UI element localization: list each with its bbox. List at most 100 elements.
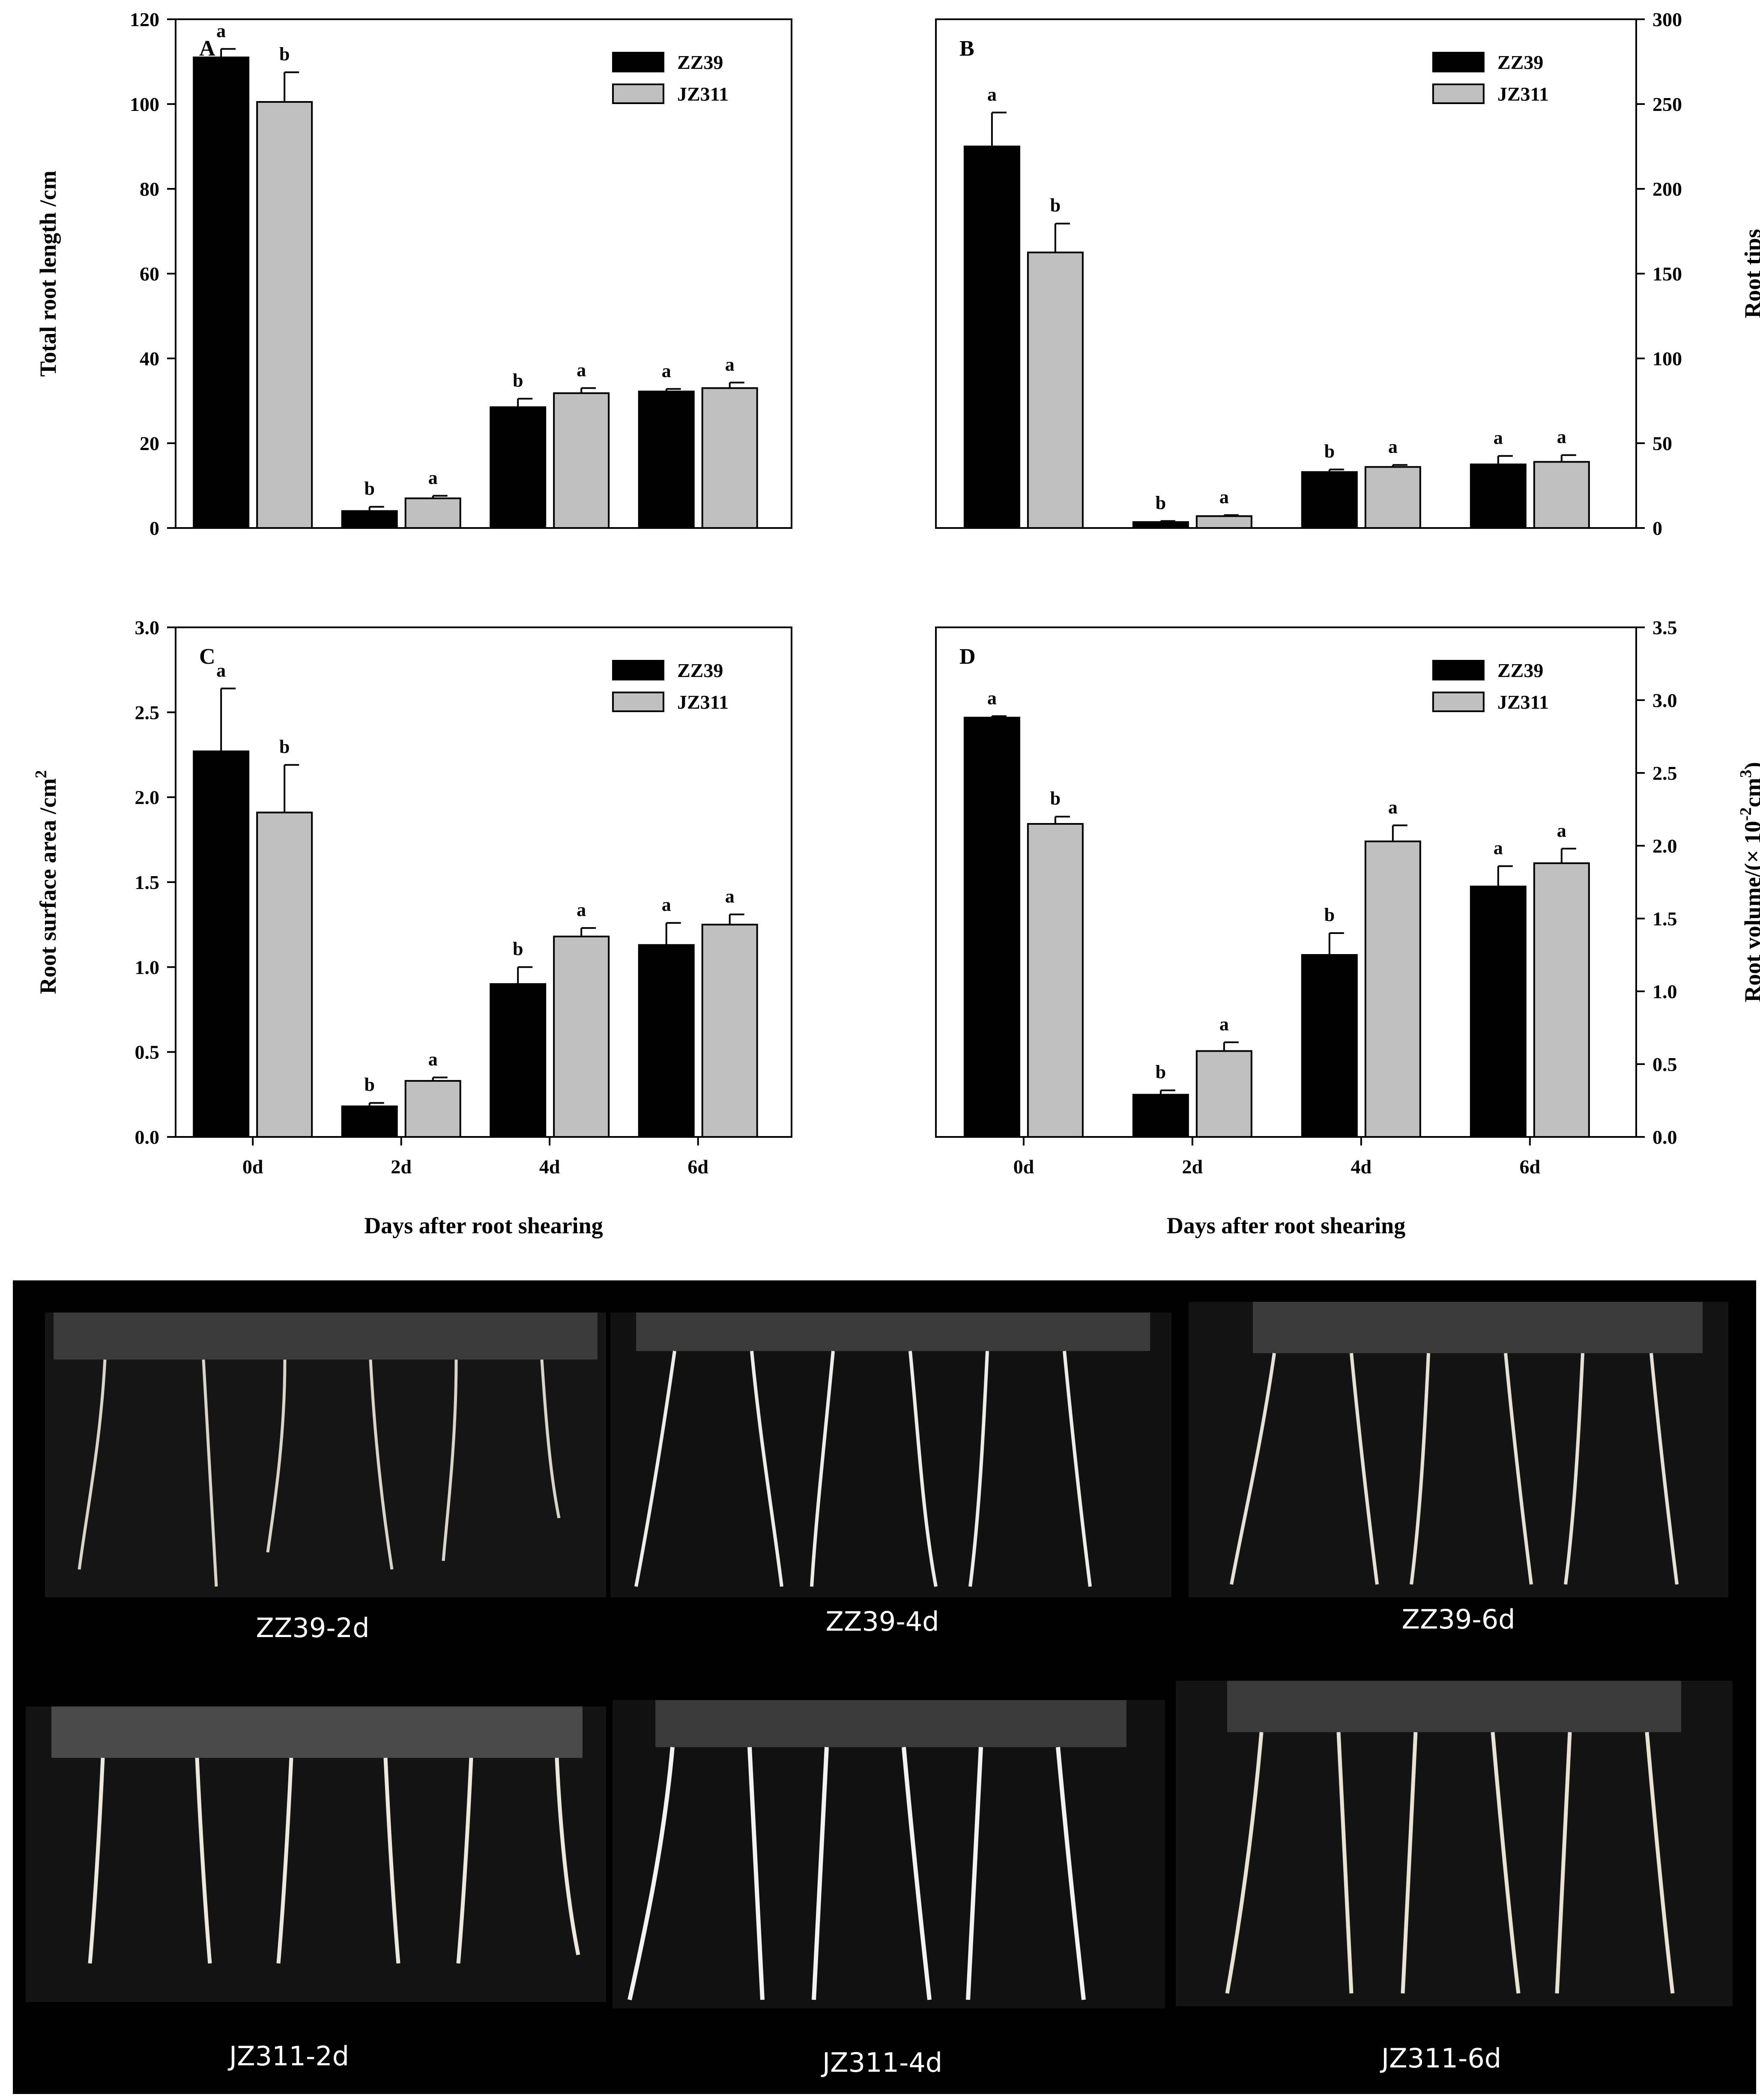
significance-letter: a	[662, 894, 671, 915]
significance-letter: a	[1219, 1014, 1229, 1035]
legend-label: JZ311	[677, 691, 729, 713]
bar-zz39-0d	[963, 146, 1020, 529]
x-tick-label: 0d	[1013, 1156, 1034, 1178]
x-tick-label: 4d	[539, 1156, 560, 1178]
chart-panel-c: C 0.0 0.5 1.0 1.5 2.0 2.5 3.0 Root surface area …	[32, 617, 792, 1238]
significance-letter: b	[1156, 1062, 1166, 1083]
bar-jz311-6d	[701, 924, 758, 1138]
y-axis-label: Root surface area /cm2	[32, 770, 61, 994]
bar-jz311-0d	[1027, 823, 1084, 1138]
legend-label: JZ311	[1497, 691, 1549, 713]
bar-jz311-4d	[1364, 840, 1421, 1138]
significance-letter: b	[1050, 195, 1061, 216]
bar-jz311-0d	[256, 811, 313, 1138]
y-tick-label: 250	[1652, 93, 1682, 115]
bar-jz311-0d	[256, 101, 313, 529]
significance-letter: b	[513, 370, 523, 391]
y-tick-label: 300	[1652, 9, 1682, 30]
bar-zz39-2d	[1132, 521, 1189, 529]
bar-zz39-4d	[1301, 471, 1358, 529]
bar-jz311-4d	[1364, 466, 1421, 529]
panel-letter: D	[959, 644, 976, 669]
bar-jz311-6d	[1533, 862, 1590, 1138]
bar-zz39-4d	[490, 983, 547, 1138]
y-axis-label: Root tips	[1740, 229, 1760, 319]
y-tick-label: 2.0	[135, 787, 160, 808]
x-tick-label: 2d	[1182, 1156, 1203, 1178]
bar-jz311-2d	[404, 1080, 461, 1138]
bar-jz311-2d	[1195, 515, 1252, 529]
significance-letter: a	[428, 1049, 438, 1070]
significance-letter: a	[1557, 820, 1566, 841]
legend-swatch	[1432, 52, 1485, 72]
photo-zz39-6d	[1189, 1302, 1728, 1597]
chart-panel-d: D 0.0 0.5 1.0 1.5 2.0 2.5 3.0 3.5 Root volume/(× …	[935, 617, 1760, 1238]
y-tick-label: 20	[140, 433, 159, 454]
y-tick-label: 2.5	[1652, 762, 1677, 784]
bar-zz39-6d	[1470, 886, 1527, 1138]
photo-zz39-4d	[610, 1312, 1171, 1597]
y-tick-label: 100	[130, 93, 159, 115]
legend-label: ZZ39	[677, 51, 723, 73]
significance-letter: a	[216, 20, 226, 41]
significance-letter: a	[428, 467, 438, 488]
panel-letter: C	[199, 644, 215, 669]
significance-letter: a	[1388, 436, 1398, 457]
y-tick-label: 1.5	[135, 871, 160, 893]
root-photo-panel: E	[13, 1280, 1756, 2094]
bar-jz311-2d	[404, 497, 461, 529]
significance-letter: a	[662, 360, 671, 381]
y-tick-label: 2.5	[135, 701, 160, 723]
y-tick-label: 50	[1652, 433, 1672, 454]
y-tick-label: 0.5	[1652, 1053, 1677, 1075]
legend-label: JZ311	[1497, 83, 1549, 105]
photo-jz311-4d	[613, 1700, 1165, 2008]
x-tick-label: 6d	[687, 1156, 708, 1178]
y-tick-label: 120	[130, 9, 159, 30]
y-tick-label: 100	[1652, 348, 1682, 370]
root-photo-illustration	[613, 1700, 1165, 2008]
significance-letter: a	[1557, 427, 1566, 447]
significance-letter: a	[725, 354, 735, 375]
bar-zz39-4d	[490, 406, 547, 529]
y-tick-label: 3.5	[1652, 617, 1677, 638]
y-tick-label: 3.0	[1652, 689, 1677, 711]
significance-letter: a	[577, 359, 586, 380]
significance-letter: b	[1156, 492, 1166, 513]
legend-swatch	[612, 84, 664, 104]
x-tick-label: 6d	[1519, 1156, 1540, 1178]
bar-jz311-6d	[1533, 461, 1590, 529]
caption-zz39-4d: ZZ39-4d	[825, 1606, 939, 1637]
significance-letter: a	[577, 899, 586, 920]
photo-zz39-2d	[45, 1312, 606, 1597]
bar-jz311-0d	[1027, 251, 1084, 529]
legend-swatch	[612, 52, 664, 72]
significance-letter: b	[1050, 788, 1061, 809]
significance-letter: a	[725, 886, 735, 907]
bar-jz311-2d	[1195, 1050, 1252, 1138]
legend-swatch	[612, 660, 664, 680]
x-tick-label: 4d	[1351, 1156, 1372, 1178]
caption-jz311-2d: JZ311-2d	[229, 2040, 350, 2072]
root-photo-illustration	[26, 1706, 606, 2002]
significance-letter: b	[279, 736, 290, 757]
legend-label: JZ311	[677, 83, 729, 105]
caption-jz311-4d: JZ311-4d	[822, 2047, 943, 2078]
bar-jz311-6d	[701, 387, 758, 529]
legend-swatch	[1432, 84, 1485, 104]
bar-zz39-0d	[193, 750, 250, 1138]
significance-letter: b	[364, 478, 374, 499]
y-tick-label: 0	[149, 517, 159, 539]
y-tick-label: 60	[140, 263, 159, 285]
significance-letter: a	[1388, 796, 1398, 817]
bar-zz39-6d	[1470, 463, 1527, 529]
significance-letter: b	[364, 1074, 374, 1095]
root-photo-illustration	[45, 1312, 606, 1597]
bar-zz39-6d	[638, 944, 695, 1138]
bar-zz39-6d	[638, 391, 695, 529]
legend-label: ZZ39	[1497, 659, 1543, 681]
root-photo-illustration	[1189, 1302, 1728, 1597]
y-tick-label: 150	[1652, 263, 1682, 285]
